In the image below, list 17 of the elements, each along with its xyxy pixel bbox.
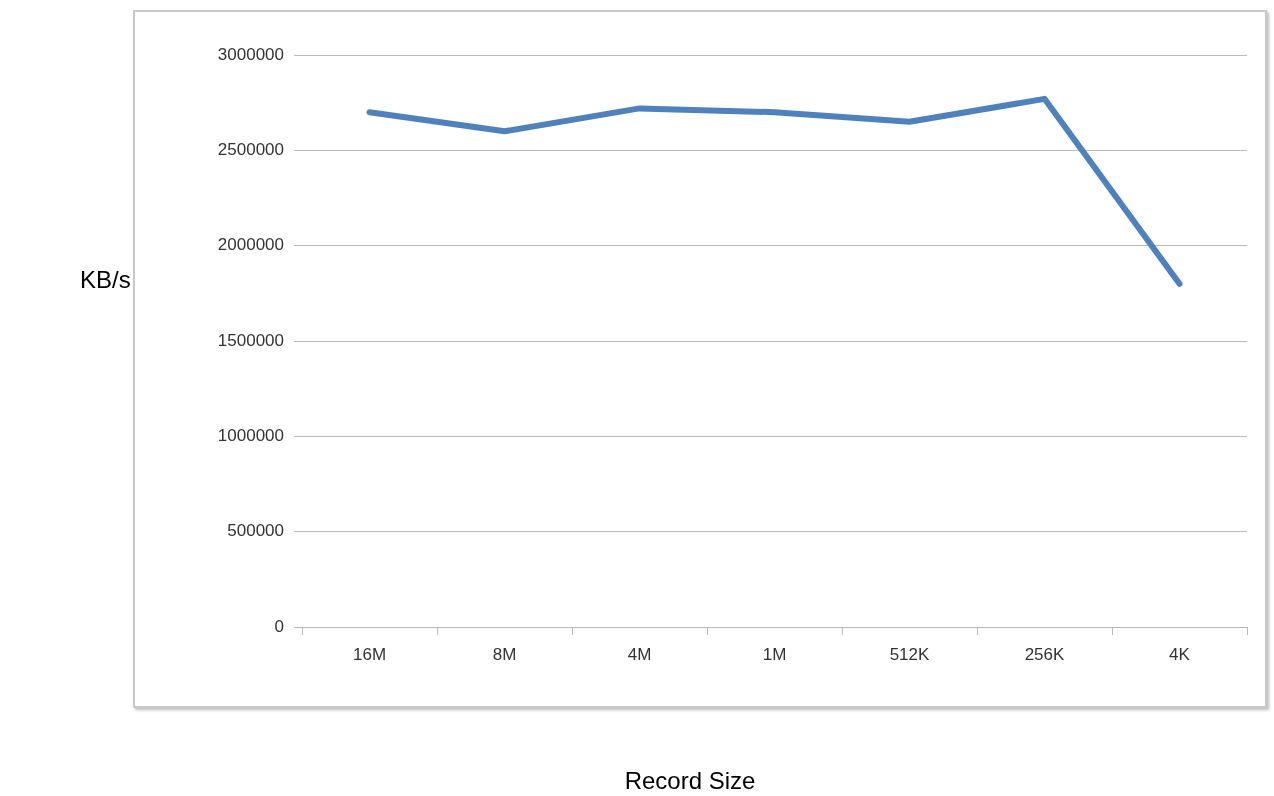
x-axis-title: Record Size [623, 767, 757, 795]
y-axis-title: KB/s [80, 266, 131, 294]
y-tick-label: 2000000 [217, 235, 284, 255]
y-tick-label: 1000000 [217, 426, 284, 446]
x-tick-label: 8M [492, 644, 517, 664]
y-tick-label: 0 [274, 616, 284, 636]
y-tick-label: 3000000 [217, 44, 284, 64]
x-tick-label: 256K [1024, 644, 1066, 664]
chart-border: 16M 8M 4M 1M 512K 256K 4K 0 500000 1000000 1500000 2000000 2500000 3000000 [133, 10, 1267, 708]
x-tick-label: 1M [762, 644, 787, 664]
x-tick-label: 4M [627, 644, 652, 664]
y-tick-label: 500000 [227, 521, 284, 541]
x-tick-label: 4K [1169, 644, 1191, 664]
x-tick-label: 16M [352, 644, 387, 664]
y-tick-label: 2500000 [217, 140, 284, 160]
x-tick-label: 512K [889, 644, 931, 664]
y-tick-label: 1500000 [217, 330, 284, 350]
